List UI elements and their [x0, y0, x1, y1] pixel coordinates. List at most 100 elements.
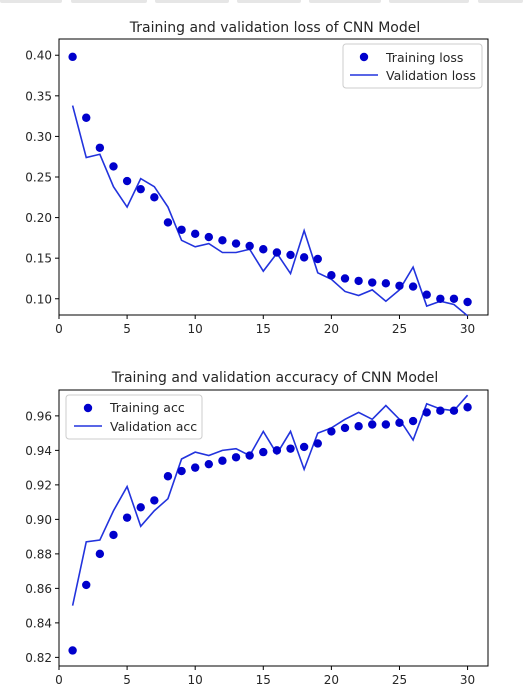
acc-training-point: [395, 418, 404, 427]
loss-training-point: [381, 279, 391, 288]
loss-training-point: [95, 143, 105, 152]
acc-training-point: [218, 456, 227, 465]
loss-y-tick-label: 0.35: [25, 89, 52, 103]
accuracy-legend: Training acc Validation acc: [65, 394, 203, 440]
acc-training-point: [136, 503, 145, 512]
loss-training-point: [82, 113, 91, 122]
loss-training-point: [136, 184, 145, 194]
acc-training-point: [408, 416, 418, 426]
loss-training-point: [177, 225, 186, 234]
top-toolbar-strip: [0, 0, 523, 6]
loss-x-tick-label: 15: [256, 322, 271, 336]
loss-x-tick-label: 0: [55, 322, 63, 336]
loss-training-point: [299, 253, 309, 262]
toolbar-segment: [478, 0, 523, 3]
acc-training-point: [286, 444, 295, 453]
toolbar-segment: [0, 0, 62, 3]
validation-loss-line: [71, 105, 469, 317]
training-acc-legend-label: Training acc: [109, 400, 185, 415]
loss-y-tick-label: 0.10: [25, 292, 52, 306]
toolbar-segment: [237, 0, 301, 3]
acc-x-tick-label: 5: [123, 673, 131, 686]
loss-y-tick-label: 0.40: [25, 49, 52, 63]
loss-x-tick-label: 30: [460, 322, 475, 336]
loss-training-point: [313, 254, 322, 264]
acc-training-point: [95, 549, 105, 559]
acc-y-tick-label: 0.82: [25, 651, 52, 665]
acc-training-point: [422, 408, 431, 417]
loss-training-point: [150, 193, 159, 202]
acc-y-tick-label: 0.96: [25, 409, 52, 423]
loss-x-tick-label: 10: [188, 322, 203, 336]
loss-training-point: [68, 52, 77, 62]
loss-y-tick-label: 0.15: [25, 252, 52, 266]
acc-training-point: [313, 439, 322, 448]
loss-y-axis: 0.10 0.15 0.20 0.25 0.30 0.35 0.40: [25, 49, 59, 306]
acc-x-tick-label: 25: [392, 673, 407, 686]
acc-training-point: [381, 420, 391, 429]
loss-training-point: [463, 297, 472, 307]
acc-training-point: [204, 459, 214, 469]
acc-y-tick-label: 0.90: [25, 513, 52, 527]
loss-training-point: [259, 245, 268, 254]
acc-training-point: [436, 406, 445, 415]
loss-x-tick-label: 5: [123, 322, 131, 336]
loss-training-point: [422, 290, 431, 299]
accuracy-chart-title: Training and validation accuracy of CNN …: [111, 370, 439, 386]
loss-training-point: [286, 250, 295, 260]
acc-training-point: [354, 422, 363, 431]
acc-training-point: [299, 442, 309, 452]
loss-x-tick-label: 25: [392, 322, 407, 336]
acc-y-tick-label: 0.94: [25, 444, 52, 458]
toolbar-segment: [155, 0, 229, 3]
loss-training-point: [395, 281, 404, 290]
acc-x-tick-label: 10: [188, 673, 203, 686]
toolbar-segment: [389, 0, 469, 3]
loss-y-tick-label: 0.25: [25, 171, 52, 185]
loss-training-point: [354, 276, 363, 286]
acc-training-point: [68, 646, 77, 655]
acc-training-point: [231, 453, 241, 462]
acc-training-point: [245, 451, 254, 460]
loss-y-tick-label: 0.20: [25, 211, 52, 225]
loss-x-axis: 0 5 10 15 20 25 30: [55, 315, 475, 336]
loss-training-point: [408, 282, 418, 291]
accuracy-x-axis: 0 5 10 15 20 25 30: [55, 666, 475, 686]
acc-x-tick-label: 20: [324, 673, 339, 686]
loss-training-point: [272, 248, 282, 257]
loss-y-tick-label: 0.30: [25, 130, 52, 144]
loss-training-point: [218, 236, 227, 245]
training-acc-legend-marker: [83, 403, 93, 413]
acc-training-point: [368, 420, 377, 429]
accuracy-y-axis: 0.82 0.84 0.86 0.88 0.90 0.92 0.94 0.96: [25, 409, 59, 665]
training-acc-points: [68, 403, 472, 655]
validation-loss-legend-label: Validation loss: [386, 68, 476, 83]
accuracy-chart: Training and validation accuracy of CNN …: [25, 370, 489, 686]
loss-training-point: [163, 218, 173, 227]
loss-chart-title: Training and validation loss of CNN Mode…: [129, 20, 421, 36]
loss-training-point: [122, 176, 132, 186]
acc-training-point: [327, 427, 336, 436]
training-loss-points: [68, 52, 472, 307]
acc-y-tick-label: 0.84: [25, 616, 52, 630]
accuracy-legend-box: [65, 394, 203, 440]
acc-training-point: [259, 447, 268, 457]
loss-training-point: [204, 232, 214, 242]
loss-chart: Training and validation loss of CNN Mode…: [25, 20, 489, 336]
loss-training-point: [327, 271, 336, 280]
acc-training-point: [122, 513, 132, 522]
acc-y-tick-label: 0.88: [25, 547, 52, 561]
loss-training-point: [340, 274, 350, 283]
loss-training-point: [190, 229, 200, 239]
loss-training-point: [368, 278, 377, 287]
loss-training-point: [245, 241, 254, 251]
training-loss-legend-label: Training loss: [385, 50, 463, 65]
acc-x-tick-label: 0: [55, 673, 63, 686]
loss-training-point: [231, 239, 241, 248]
acc-training-point: [463, 403, 472, 412]
acc-y-tick-label: 0.92: [25, 478, 52, 492]
loss-legend: Training loss Validation loss: [342, 43, 483, 89]
toolbar-segment: [71, 0, 147, 3]
loss-x-tick-label: 20: [324, 322, 339, 336]
